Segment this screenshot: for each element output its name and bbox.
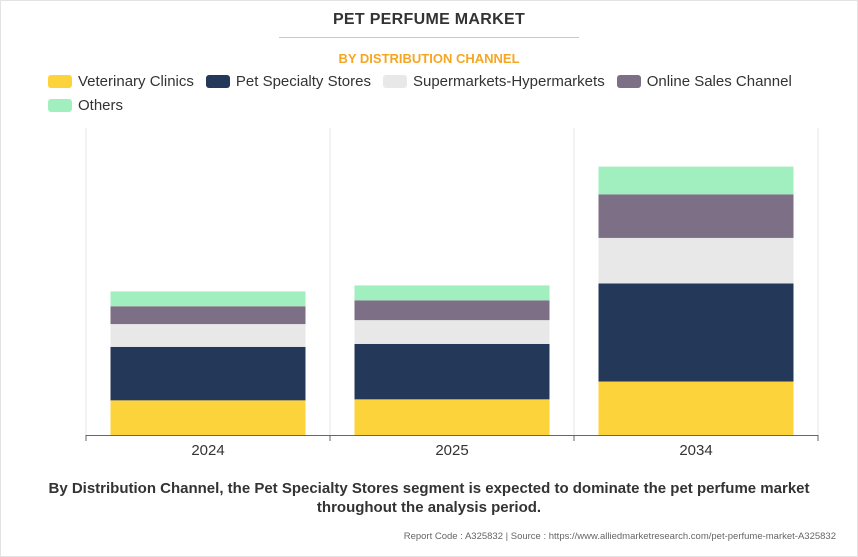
bar-segment [110, 346, 306, 401]
bar-segment [598, 283, 794, 382]
legend-label: Others [78, 96, 124, 114]
bar-segment [354, 300, 550, 321]
bar-segment [598, 381, 794, 435]
legend-label: Supermarkets-Hypermarkets [412, 72, 605, 90]
x-tick-label: 2025 [435, 442, 468, 459]
bar-segment [598, 237, 794, 284]
source-note: Report Code : A325832 | Source : https:/… [403, 531, 836, 542]
title-divider [279, 37, 579, 38]
bar-segment [598, 194, 794, 238]
x-tick-label: 2024 [191, 442, 224, 459]
legend-item-3: Online Sales Channel [616, 71, 792, 91]
legend-swatch [48, 98, 72, 112]
legend-swatch [48, 74, 72, 88]
legend-swatch [382, 74, 407, 88]
bar-segment [110, 324, 306, 347]
chart-subtitle: BY DISTRIBUTION CHANNEL [338, 51, 520, 66]
bar-segment [110, 306, 306, 325]
legend-swatch [205, 74, 230, 88]
legend-swatch [616, 74, 641, 88]
chart-legend: Veterinary Clinics Pet Specialty Stores Su… [48, 71, 838, 115]
legend-item-2: Supermarkets-Hypermarkets [382, 71, 605, 91]
legend-label: Veterinary Clinics [78, 72, 194, 90]
bar-segment [354, 320, 550, 344]
bar-segment [110, 291, 306, 307]
legend-item-1: Pet Specialty Stores [205, 71, 371, 91]
bar-segment [110, 400, 306, 435]
bar-segment [598, 166, 794, 195]
bar-segment [354, 285, 550, 301]
chart-caption: By Distribution Channel, the Pet Special… [48, 480, 810, 516]
bar-segment [354, 399, 550, 435]
legend-item-0: Veterinary Clinics [48, 71, 194, 91]
legend-label: Online Sales Channel [646, 72, 792, 90]
legend-label: Pet Specialty Stores [235, 72, 371, 90]
x-tick-label: 2034 [679, 442, 712, 459]
bar-segment [354, 343, 550, 400]
legend-item-4: Others [48, 95, 123, 115]
chart-title: PET PERFUME MARKET [332, 11, 526, 28]
